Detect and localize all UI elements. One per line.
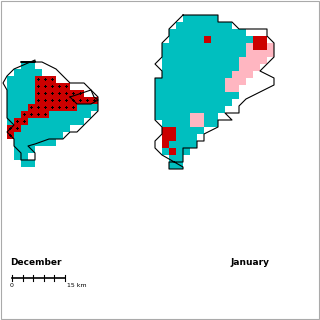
Text: December: December xyxy=(10,258,61,267)
Text: January: January xyxy=(230,258,269,267)
Text: 15 km: 15 km xyxy=(67,283,87,288)
Text: 0: 0 xyxy=(10,283,14,288)
